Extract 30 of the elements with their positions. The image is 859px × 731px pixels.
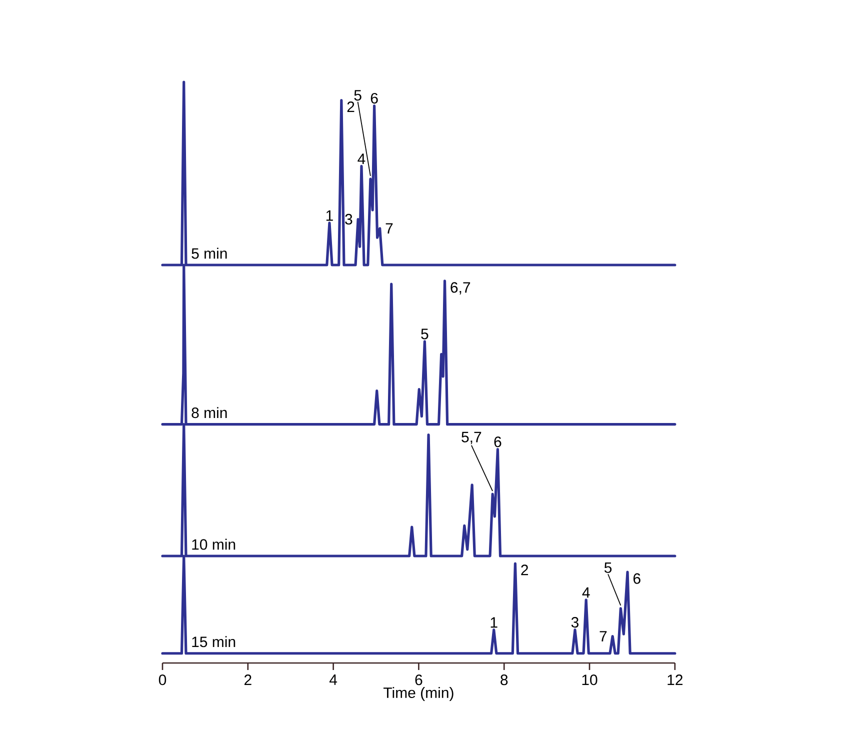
- annotation: 7: [600, 631, 607, 642]
- x-tick-label: 4: [329, 674, 338, 685]
- annotation: 4: [358, 154, 366, 164]
- annotation: 5: [604, 562, 612, 573]
- series-label: 8 min: [192, 407, 227, 418]
- x-tick-label: 2: [244, 674, 252, 686]
- series-label: 10 min: [192, 538, 236, 550]
- annotation: 4: [582, 587, 590, 598]
- annotation: 5,7: [462, 432, 482, 444]
- x-axis-title: Time (min): [383, 687, 454, 701]
- annotation: 1: [326, 210, 333, 221]
- annotation: 6,7: [450, 282, 470, 295]
- annotation: 3: [345, 214, 352, 225]
- annotation: 6: [633, 573, 640, 584]
- annotation: 2: [347, 101, 354, 112]
- x-tick-label: 12: [668, 674, 682, 686]
- x-tick-label: 8: [500, 674, 508, 686]
- annotation: 1: [490, 617, 498, 628]
- annotation: 6: [494, 436, 502, 448]
- annotation: 2: [521, 564, 528, 576]
- x-tick-label: 10: [582, 674, 598, 686]
- series-label: 5 min: [192, 248, 227, 259]
- annotation: 3: [571, 617, 579, 628]
- annotation: 5: [421, 328, 428, 340]
- annotation: 6: [370, 92, 378, 104]
- annotation: 7: [386, 223, 393, 234]
- annotation: 5: [354, 90, 362, 101]
- x-tick-label: 6: [415, 674, 422, 686]
- series-label: 15 min: [192, 636, 236, 648]
- x-tick-label: 0: [158, 674, 166, 686]
